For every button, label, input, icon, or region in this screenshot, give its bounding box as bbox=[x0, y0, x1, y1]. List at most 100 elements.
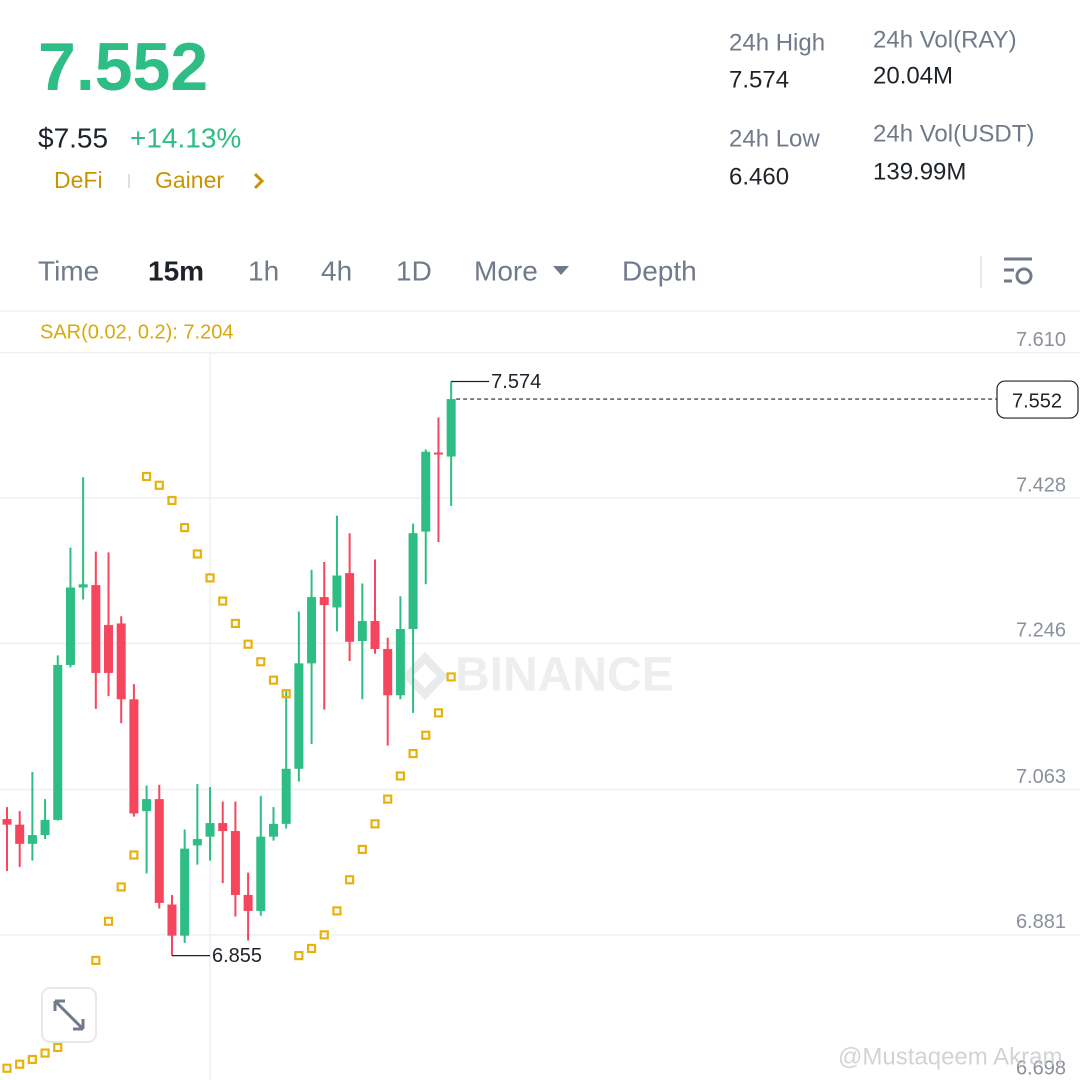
sar-dot bbox=[281, 689, 291, 699]
candle-body bbox=[78, 584, 88, 588]
candle-body bbox=[91, 585, 101, 673]
y-tick-label: 6.698 bbox=[1016, 1057, 1066, 1079]
candle-body bbox=[218, 823, 228, 832]
candle-body bbox=[154, 799, 164, 903]
expand-button[interactable] bbox=[41, 987, 97, 1043]
settings-icon[interactable] bbox=[1004, 257, 1033, 285]
min-label: 6.855 bbox=[212, 945, 262, 967]
candle-body bbox=[167, 904, 177, 936]
last-price-box bbox=[996, 380, 1079, 419]
tab[interactable]: Time bbox=[38, 255, 99, 286]
candle-body bbox=[383, 648, 393, 696]
tab[interactable]: Depth bbox=[622, 255, 697, 286]
candle-body bbox=[230, 831, 240, 895]
candle-body bbox=[27, 835, 37, 844]
stat-value: 139.99M bbox=[873, 158, 966, 185]
watermark: BINANCE bbox=[455, 649, 674, 702]
candle-body bbox=[395, 629, 405, 696]
max-label: 7.574 bbox=[491, 371, 541, 393]
candle-body bbox=[65, 587, 75, 665]
sar-dot bbox=[268, 675, 279, 685]
sar-dot bbox=[141, 471, 152, 482]
sar-dot bbox=[345, 875, 355, 885]
stat-value: 7.574 bbox=[729, 66, 789, 93]
sar-dot bbox=[192, 549, 202, 559]
last-price-label: 7.552 bbox=[1012, 390, 1062, 412]
candle-body bbox=[40, 819, 50, 836]
sar-dot bbox=[103, 916, 114, 926]
sar-dot bbox=[306, 943, 317, 954]
y-tick-label: 7.610 bbox=[1016, 329, 1066, 351]
candle-body bbox=[180, 848, 190, 936]
candle-body bbox=[345, 573, 355, 642]
y-tick-label: 7.428 bbox=[1016, 474, 1066, 496]
candle-body bbox=[294, 663, 304, 769]
candle-body bbox=[116, 623, 126, 700]
candle-body bbox=[370, 621, 380, 649]
indicator-label: SAR(0.02, 0.2): 7.204 bbox=[40, 321, 233, 343]
stat-label: 24h Vol(RAY) bbox=[873, 26, 1017, 53]
sar-dot bbox=[332, 906, 342, 916]
sar-dot bbox=[2, 1063, 12, 1073]
sar-dot bbox=[167, 495, 177, 506]
usd-price: $7.55 bbox=[38, 122, 108, 153]
sar-dot bbox=[91, 955, 101, 966]
candle-body bbox=[319, 597, 329, 606]
sar-dot bbox=[218, 596, 228, 606]
tab[interactable]: 1D bbox=[396, 255, 432, 286]
sar-dot bbox=[205, 573, 215, 583]
sar-dot bbox=[421, 730, 431, 740]
stat-label: 24h High bbox=[729, 29, 825, 56]
tab-bar: Time 15m 1h 4h 1D More Depth bbox=[38, 255, 697, 286]
credit-watermark: @Mustaqeem Akram bbox=[838, 1043, 1062, 1070]
stat-label: 24h Low bbox=[729, 125, 820, 152]
price-change: +14.13% bbox=[130, 122, 241, 153]
sar-dot bbox=[243, 639, 253, 649]
sar-dot bbox=[395, 771, 405, 781]
stat-value: 20.04M bbox=[873, 62, 953, 89]
stat-value: 6.460 bbox=[729, 163, 789, 190]
sar-dot bbox=[357, 844, 367, 855]
y-tick-label: 7.063 bbox=[1016, 766, 1066, 788]
candle-body bbox=[104, 625, 114, 673]
y-tick-label: 7.246 bbox=[1016, 620, 1066, 642]
tab[interactable]: 1h bbox=[248, 255, 279, 286]
tag[interactable]: Gainer bbox=[155, 167, 224, 193]
sar-dot bbox=[446, 672, 456, 682]
sar-dot bbox=[15, 1059, 25, 1069]
candle-body bbox=[281, 768, 291, 824]
candle-body bbox=[268, 823, 278, 837]
tag[interactable]: DeFi bbox=[54, 167, 103, 193]
dropdown-arrow[interactable] bbox=[553, 266, 569, 275]
candle-body bbox=[142, 799, 152, 812]
candle-body bbox=[256, 836, 266, 911]
candle-body bbox=[243, 894, 253, 911]
stat-label: 24h Vol(USDT) bbox=[873, 120, 1034, 147]
sar-dot bbox=[408, 748, 418, 759]
candle-body bbox=[192, 839, 202, 846]
watermark-logo bbox=[402, 652, 448, 700]
tab[interactable]: 15m bbox=[148, 255, 204, 286]
candle-body bbox=[53, 664, 63, 820]
candle-body bbox=[129, 699, 139, 814]
last-price: 7.552 bbox=[38, 29, 208, 105]
candle-body bbox=[421, 451, 431, 532]
sar-dot bbox=[154, 480, 164, 490]
chevron[interactable] bbox=[253, 172, 265, 190]
y-tick-label: 6.881 bbox=[1016, 911, 1066, 933]
sar-dot bbox=[27, 1054, 37, 1065]
candle-body bbox=[307, 597, 317, 664]
sar-dot bbox=[40, 1048, 50, 1058]
sar-dot bbox=[294, 951, 304, 961]
chart: SAR(0.02, 0.2): 7.204 7.610 7.428 7.246 7.06… bbox=[0, 321, 1080, 1080]
tab[interactable]: More bbox=[474, 255, 538, 286]
candle-body bbox=[2, 819, 12, 825]
sar-dot bbox=[256, 657, 266, 667]
sar-dot bbox=[53, 1042, 63, 1053]
sar-dot bbox=[370, 819, 380, 829]
tab[interactable]: 4h bbox=[321, 255, 352, 286]
sar-dot bbox=[230, 618, 241, 629]
candle-body bbox=[205, 823, 215, 837]
